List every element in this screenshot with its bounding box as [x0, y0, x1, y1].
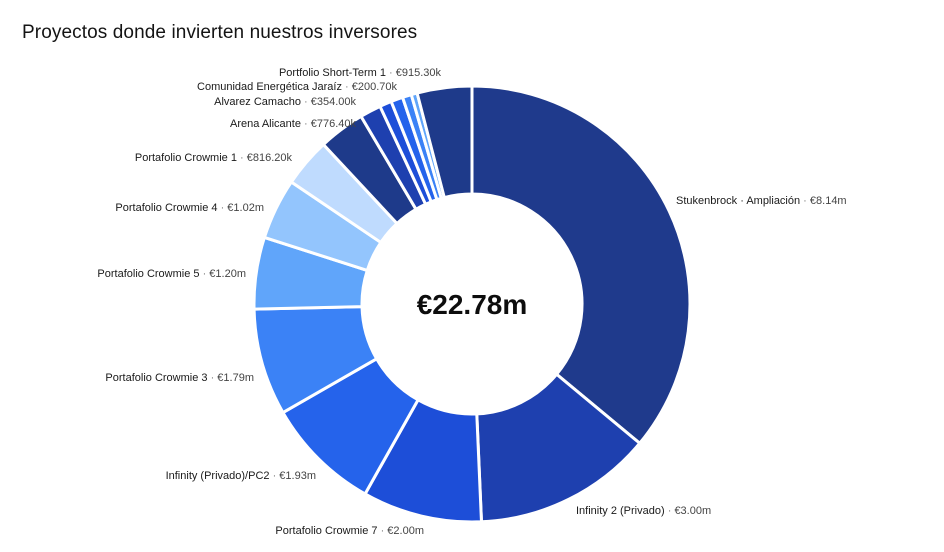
slice-label: Infinity (Privado)/PC2 · €1.93m	[166, 470, 316, 482]
slice-label: Portafolio Crowmie 3 · €1.79m	[105, 372, 254, 384]
total-value: €22.78m	[417, 289, 528, 320]
chart-title: Proyectos donde invierten nuestros inver…	[22, 22, 418, 43]
slice-label: Portafolio Crowmie 1 · €816.20k	[135, 152, 293, 164]
slice-label: Arena Alicante · €776.40k	[230, 118, 356, 130]
donut-slices	[252, 84, 692, 524]
slice-label: Alvarez Camacho · €354.00k	[214, 96, 356, 108]
slice-label: Portafolio Crowmie 4 · €1.02m	[115, 202, 264, 214]
slice-labels: Stukenbrock · Ampliación · €8.14m Infinit…	[97, 67, 846, 537]
slice-label: Stukenbrock · Ampliación · €8.14m	[676, 195, 847, 207]
donut-slice[interactable]	[470, 84, 692, 445]
slice-label: Infinity 2 (Privado) · €3.00m	[576, 505, 711, 517]
slice-label: Portafolio Crowmie 7 · €2.00m	[275, 525, 424, 537]
slice-label: Comunidad Energética Jaraíz · €200.70k	[197, 81, 397, 93]
donut-slice[interactable]	[415, 84, 474, 200]
slice-label: Portfolio Short-Term 1 · €915.30k	[279, 67, 442, 79]
slice-label: Portafolio Crowmie 5 · €1.20m	[97, 268, 246, 280]
